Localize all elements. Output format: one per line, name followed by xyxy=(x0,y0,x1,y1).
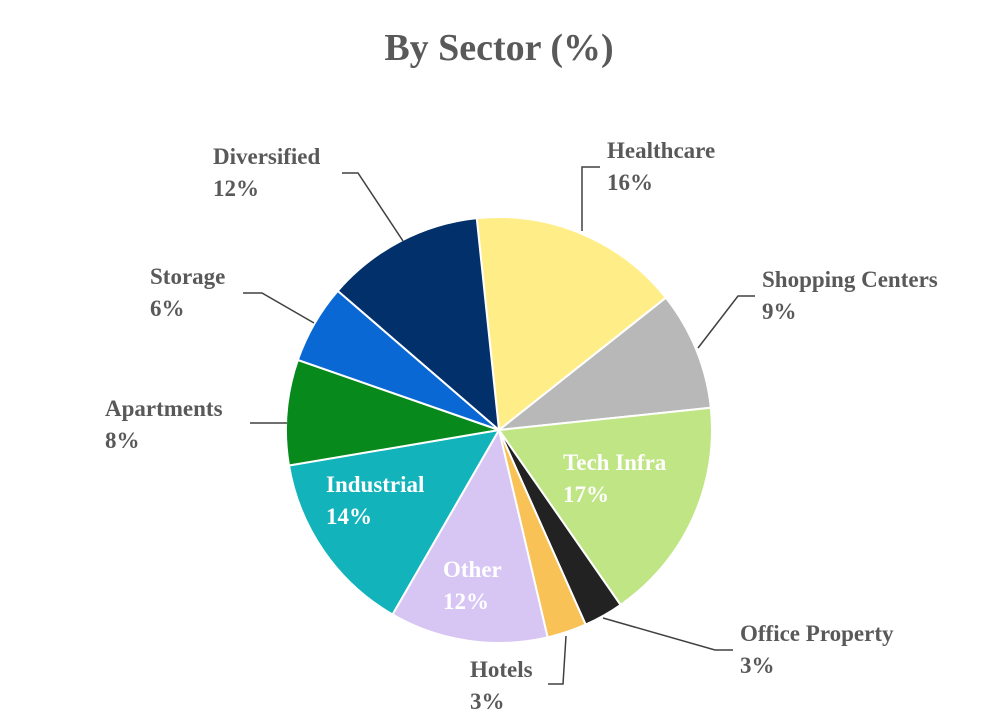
slice-value-diversified: 12% xyxy=(213,176,259,201)
pie-slice-industrial xyxy=(287,428,501,616)
chart-title: By Sector (%) xyxy=(384,27,613,69)
slice-value-tech-infra: 17% xyxy=(563,482,609,507)
slice-value-hotels: 3% xyxy=(470,689,505,714)
slice-label-shopping-centers: Shopping Centers xyxy=(762,267,938,292)
slice-label-office-property: Office Property xyxy=(740,621,894,646)
slice-label-apartments: Apartments xyxy=(105,396,223,421)
slice-value-apartments: 8% xyxy=(105,428,140,453)
slice-value-storage: 6% xyxy=(150,296,185,321)
leader-line-office-property xyxy=(602,617,733,651)
slice-label-industrial: Industrial xyxy=(326,472,424,497)
slice-value-office-property: 3% xyxy=(740,653,775,678)
slice-label-other: Other xyxy=(443,557,502,582)
pie-slices xyxy=(285,216,713,644)
slice-value-other: 12% xyxy=(443,589,489,614)
pie-slice-apartments xyxy=(285,358,500,467)
leader-lines xyxy=(243,166,755,685)
leader-line-storage xyxy=(243,292,315,324)
leader-line-hotels xyxy=(548,635,567,685)
slice-labels: Healthcare 16% Shopping Centers 9% Tech Infr… xyxy=(105,138,938,714)
slice-value-shopping-centers: 9% xyxy=(762,299,797,324)
slice-label-hotels: Hotels xyxy=(470,657,533,682)
pie-slice-diversified xyxy=(336,217,501,433)
leader-line-shopping-centers xyxy=(697,295,755,349)
slice-value-healthcare: 16% xyxy=(607,170,653,195)
pie-slice-tech-infra xyxy=(497,406,713,607)
pie-slice-healthcare xyxy=(475,216,668,432)
slice-value-industrial: 14% xyxy=(326,504,372,529)
leader-line-healthcare xyxy=(581,166,600,231)
slice-label-healthcare: Healthcare xyxy=(607,138,715,163)
pie-slice-other xyxy=(391,427,549,644)
slice-label-tech-infra: Tech Infra xyxy=(563,450,667,475)
slice-label-diversified: Diversified xyxy=(213,144,321,169)
slice-label-storage: Storage xyxy=(150,264,225,289)
pie-slice-shopping-centers xyxy=(495,296,712,432)
leader-line-diversified xyxy=(342,172,404,242)
